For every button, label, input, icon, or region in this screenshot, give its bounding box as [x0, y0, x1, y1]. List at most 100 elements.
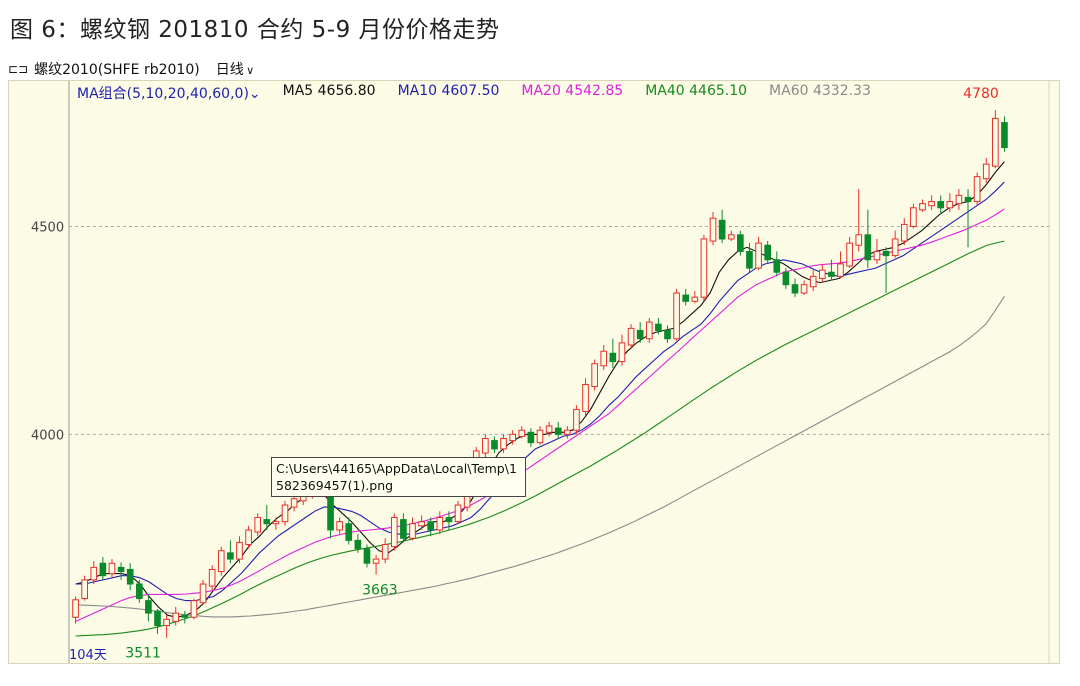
candle-down: [791, 284, 799, 294]
ma10-value: MA10 4607.50: [397, 83, 500, 99]
candle-up: [846, 242, 853, 267]
candle-down: [527, 431, 535, 444]
candle-down: [227, 552, 234, 560]
candle-up: [72, 599, 79, 618]
candle-up: [199, 583, 207, 604]
candle-up: [281, 504, 289, 523]
candle-down: [427, 521, 435, 531]
candle-up: [582, 383, 589, 412]
candle-up: [563, 429, 571, 435]
candle-down: [882, 250, 890, 257]
chevron-down-icon: ⌄: [248, 86, 261, 102]
candle-up: [236, 541, 243, 560]
extreme-value-label: 4780: [963, 86, 999, 102]
candle-up: [709, 217, 717, 242]
candle-up: [509, 433, 517, 442]
candle-up: [809, 275, 817, 288]
candle-down: [773, 259, 781, 273]
candle-down: [764, 244, 771, 261]
candle-up: [727, 234, 735, 240]
candle-up: [800, 284, 808, 294]
candle-down: [354, 539, 362, 550]
candle-down: [363, 548, 371, 564]
candle-up: [81, 579, 88, 600]
period-dropdown[interactable]: 日线 ∨: [216, 59, 255, 79]
candle-up: [919, 203, 926, 211]
candlestick-chart[interactable]: 4000 4500 4780 3663 3511: [9, 81, 1059, 663]
candle-down: [636, 329, 644, 340]
ma10-line: [75, 181, 1005, 602]
candle-up: [245, 529, 252, 546]
candle-down: [181, 614, 189, 618]
candle-up: [618, 342, 626, 363]
candle-up: [172, 612, 180, 622]
candle-up: [982, 163, 990, 180]
candle-up: [390, 517, 398, 548]
candle-up: [946, 201, 954, 209]
candle-up: [627, 327, 635, 346]
candle-up: [190, 600, 198, 618]
candle-up: [855, 234, 863, 246]
candle-up: [336, 521, 343, 531]
settings-toggle-icon[interactable]: ⊏⊐: [8, 62, 29, 76]
candle-up: [108, 562, 116, 575]
day-count-label: 104天: [69, 648, 107, 663]
candle-up: [272, 521, 280, 525]
candle-up: [818, 269, 826, 279]
chart-panel[interactable]: 4000 4500 4780 3663 3511 MA组合(5,10,20,40,60,…: [8, 80, 1060, 664]
candle-down: [828, 271, 835, 277]
candle-up: [518, 429, 526, 437]
candle-up: [992, 117, 999, 167]
candle-up: [381, 544, 389, 560]
candle-up: [254, 517, 262, 533]
ma40-line: [75, 240, 1005, 637]
candle-up: [955, 194, 963, 205]
chart-toolbar: ⊏⊐ 螺纹2010(SHFE rb2010) 日线 ∨: [8, 58, 254, 80]
candle-up: [500, 438, 507, 450]
candle-up: [436, 517, 444, 531]
candle-up: [545, 425, 553, 433]
extreme-value-label: 3511: [125, 646, 161, 662]
candle-up: [645, 321, 653, 340]
candle-up: [454, 504, 462, 523]
ma5-value: MA5 4656.80: [282, 83, 376, 99]
candle-up: [208, 568, 216, 587]
candle-down: [664, 329, 671, 340]
candle-up: [591, 363, 598, 388]
candle-down: [117, 566, 125, 573]
file-path-tooltip: C:\Users\44165\AppData\Local\Temp\158236…: [271, 457, 526, 497]
candle-up: [900, 223, 908, 242]
candle-down: [263, 519, 271, 525]
candle-up: [837, 263, 844, 277]
ma-legend: MA组合(5,10,20,40,60,0)⌄ MA5 4656.80 MA10 …: [77, 83, 871, 103]
ma60-value: MA60 4332.33: [769, 83, 871, 99]
candle-up: [673, 292, 680, 340]
chevron-down-icon: ∨: [246, 64, 255, 77]
candle-down: [400, 519, 407, 539]
contract-label[interactable]: 螺纹2010(SHFE rb2010): [34, 62, 200, 78]
ma-group-selector[interactable]: MA组合(5,10,20,40,60,0)⌄: [77, 83, 261, 103]
candle-up: [90, 566, 98, 581]
candle-down: [491, 440, 498, 450]
candle-up: [973, 176, 981, 203]
candle-up: [482, 438, 489, 454]
candle-up: [290, 498, 298, 508]
candle-up: [910, 207, 917, 227]
candle-down: [655, 323, 662, 331]
candle-down: [327, 492, 334, 531]
ma40-value: MA40 4465.10: [645, 83, 748, 99]
candle-down: [126, 568, 134, 585]
candle-up: [891, 238, 899, 257]
candle-down: [864, 234, 872, 261]
candle-down: [135, 583, 143, 600]
candle-down: [1001, 122, 1008, 149]
candle-up: [700, 238, 708, 298]
figure-title: 图 6：螺纹钢 201810 合约 5-9 月份价格走势: [10, 17, 500, 43]
candle-down: [782, 271, 790, 286]
candle-up: [600, 350, 608, 367]
candle-up: [928, 201, 935, 207]
candle-down: [937, 201, 945, 209]
candle-down: [445, 517, 453, 523]
candle-up: [418, 521, 425, 527]
y-tick-label: 4500: [31, 221, 64, 236]
